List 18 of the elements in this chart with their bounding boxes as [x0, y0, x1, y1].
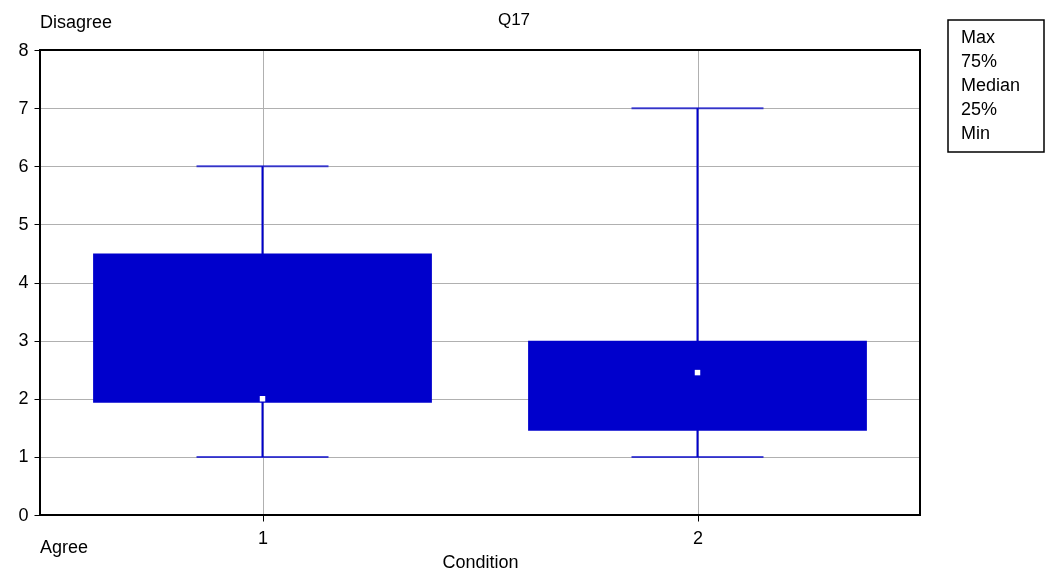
text: Max [961, 27, 996, 47]
y-tick-label: 8 [18, 39, 29, 60]
y-tick-label: 5 [18, 213, 29, 234]
chart-title: Q17 [497, 10, 531, 29]
y-tick-label: 0 [18, 504, 29, 525]
text: Disagree [40, 12, 113, 32]
y-tick-label: 1 [18, 446, 29, 467]
y-tick-label: 6 [18, 155, 29, 176]
y-tick-label: 3 [18, 330, 29, 351]
text: Agree [40, 537, 89, 557]
y-tick-label: 2 [18, 388, 29, 409]
x-axis-title: Condition [442, 551, 519, 572]
y-tick-label: 7 [18, 97, 29, 118]
text: 25% [961, 99, 998, 119]
y-tick-label: 4 [18, 272, 29, 292]
text: Min [961, 123, 991, 143]
text: 75% [961, 51, 998, 71]
text: Median [961, 75, 1021, 95]
